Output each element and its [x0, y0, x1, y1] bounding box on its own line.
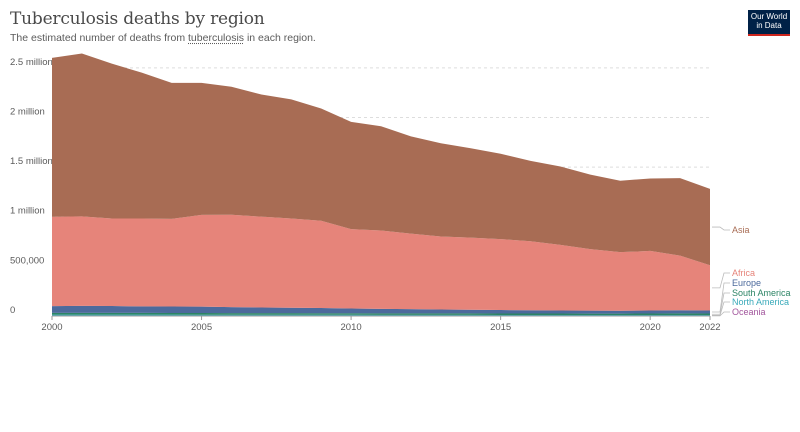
subtitle-text-before: The estimated number of deaths from — [10, 32, 189, 44]
label-connector — [712, 282, 730, 313]
tuberculosis-link[interactable]: tuberculosis — [188, 32, 245, 44]
x-tick-label: 2000 — [41, 322, 62, 333]
y-tick-label: 1 million — [10, 206, 45, 217]
series-label-south-america: South America — [732, 288, 791, 298]
area-europe — [52, 305, 710, 314]
series-label-north-america: North America — [732, 297, 789, 307]
series-label-europe: Europe — [732, 278, 761, 288]
chart-title: Tuberculosis deaths by region — [10, 9, 265, 29]
x-tick-label: 2022 — [699, 322, 720, 333]
x-tick-label: 2005 — [191, 322, 212, 333]
x-tick-label: 2015 — [490, 322, 511, 333]
subtitle-text-after: in each region. — [244, 32, 316, 44]
series-label-africa: Africa — [732, 268, 755, 278]
label-connector — [712, 292, 730, 315]
series-label-oceania: Oceania — [732, 307, 766, 317]
x-tick-label: 2010 — [341, 322, 362, 333]
label-connector — [712, 226, 730, 231]
y-tick-label: 500,000 — [10, 255, 44, 266]
area-africa — [52, 214, 710, 311]
y-tick-label: 1.5 million — [10, 156, 53, 167]
area-asia — [52, 53, 710, 266]
series-label-asia: Asia — [732, 225, 750, 235]
area-south-america — [52, 312, 710, 316]
chart-subtitle: The estimated number of deaths from tube… — [10, 32, 316, 44]
label-connector — [712, 311, 730, 317]
y-tick-label: 2 million — [10, 106, 45, 117]
x-tick-label: 2020 — [640, 322, 661, 333]
label-connector — [712, 301, 730, 316]
y-tick-label: 2.5 million — [10, 57, 53, 68]
owid-logo[interactable]: Our World in Data — [748, 10, 790, 36]
logo-line-1: Our World — [750, 12, 788, 21]
y-tick-label: 0 — [10, 305, 15, 316]
label-connector — [712, 272, 730, 289]
logo-line-2: in Data — [756, 21, 782, 30]
